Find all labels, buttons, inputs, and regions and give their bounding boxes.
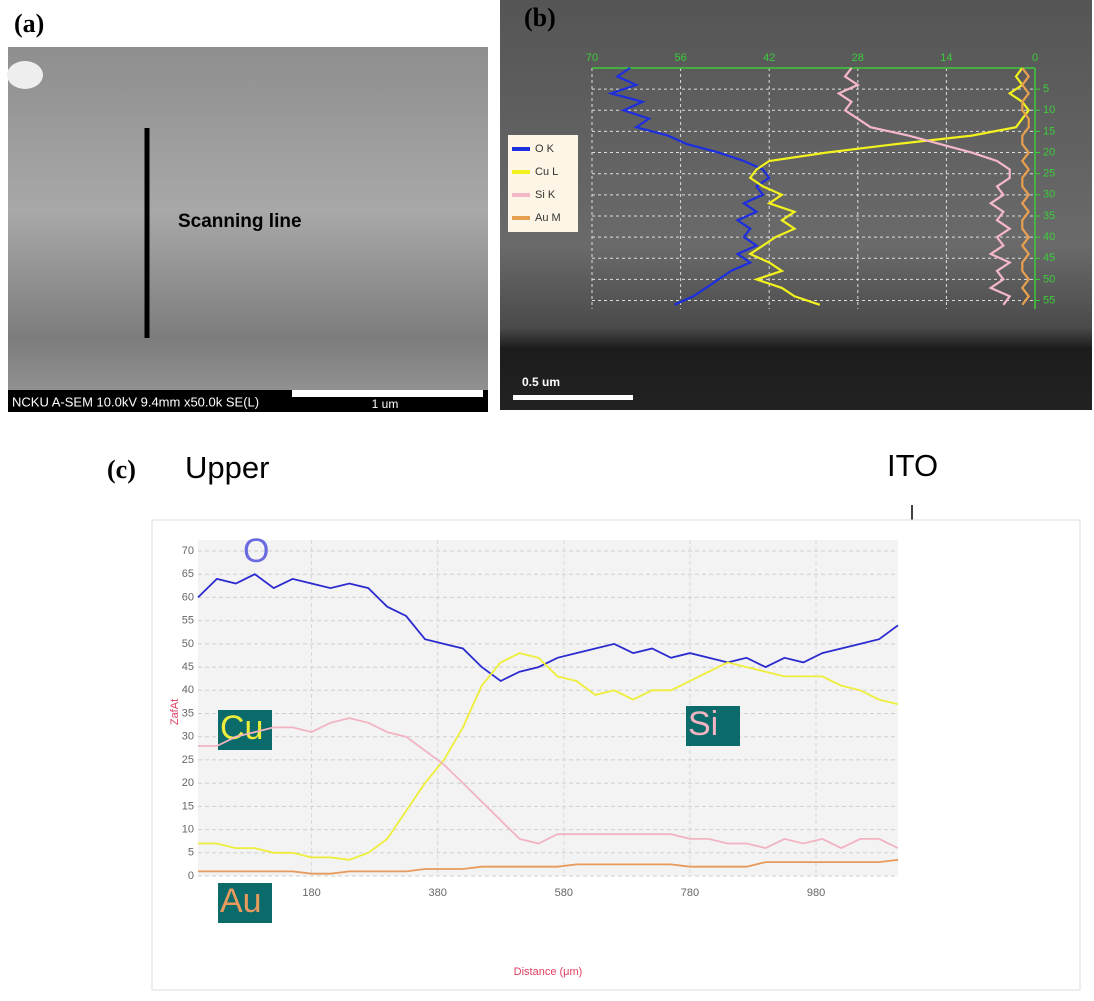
series-label: Au	[220, 882, 262, 920]
legend-label: O K	[535, 143, 555, 155]
y-axis-label: ZafAt	[169, 699, 181, 725]
x-tick-label: 42	[763, 52, 775, 64]
legend-label: Si K	[535, 189, 556, 201]
y-tick-label: 60	[182, 591, 194, 603]
y-tick-label: 55	[1043, 294, 1055, 306]
legend-label: Cu L	[535, 166, 558, 178]
x-tick-label: 780	[681, 887, 699, 899]
x-tick-label: 14	[940, 52, 952, 64]
y-tick-label: 20	[1043, 146, 1055, 158]
y-tick-label: 50	[182, 638, 194, 650]
y-tick-label: 25	[1043, 168, 1055, 180]
scale-text: 1 um	[372, 397, 399, 411]
annotation: Scanning line	[178, 211, 302, 232]
y-tick-label: 10	[182, 823, 194, 835]
y-tick-label: 15	[182, 800, 194, 812]
x-tick-label: 28	[852, 52, 864, 64]
y-tick-label: 35	[182, 707, 194, 719]
scale-bar	[292, 390, 483, 397]
y-tick-label: 65	[182, 568, 194, 580]
y-tick-label: 5	[1043, 83, 1049, 95]
y-tick-label: 30	[1043, 189, 1055, 201]
y-tick-label: 70	[182, 545, 194, 557]
panel-label: (c)	[107, 455, 136, 484]
x-tick-label: 0	[1032, 52, 1038, 64]
x-tick-label: 180	[302, 887, 320, 899]
y-tick-label: 50	[1043, 273, 1055, 285]
y-tick-label: 45	[182, 661, 194, 673]
legend-label: Au M	[535, 212, 561, 224]
y-tick-label: 5	[188, 847, 194, 859]
series-label: O	[243, 532, 269, 570]
y-tick-label: 25	[182, 754, 194, 766]
y-tick-label: 15	[1043, 125, 1055, 137]
y-tick-label: 20	[182, 777, 194, 789]
note: ITO	[887, 448, 938, 483]
y-tick-label: 55	[182, 615, 194, 627]
x-tick-label: 980	[807, 887, 825, 899]
y-tick-label: 40	[182, 684, 194, 696]
panel-label: (a)	[14, 9, 44, 38]
bright-spot	[7, 61, 43, 89]
scale-text: 0.5 um	[522, 375, 560, 389]
figure: (a) Scanning line NCKU A-SEM 10.0kV 9.4m…	[0, 0, 1094, 996]
panel-label: (b)	[524, 3, 556, 32]
x-axis-label: Distance (μm)	[514, 966, 583, 978]
x-tick-label: 580	[555, 887, 573, 899]
info-text: NCKU A-SEM 10.0kV 9.4mm x50.0k SE(L)	[12, 394, 259, 409]
y-tick-label: 35	[1043, 210, 1055, 222]
x-tick-label: 56	[674, 52, 686, 64]
y-tick-label: 30	[182, 731, 194, 743]
x-tick-label: 70	[586, 52, 598, 64]
y-tick-label: 40	[1043, 231, 1055, 243]
scale-bar	[513, 395, 633, 400]
x-tick-label: 380	[428, 887, 446, 899]
y-tick-label: 0	[188, 870, 194, 882]
y-tick-label: 10	[1043, 104, 1055, 116]
note: Upper	[185, 450, 269, 485]
series-label: Si	[688, 705, 718, 743]
plot-area	[198, 540, 898, 876]
y-tick-label: 45	[1043, 252, 1055, 264]
